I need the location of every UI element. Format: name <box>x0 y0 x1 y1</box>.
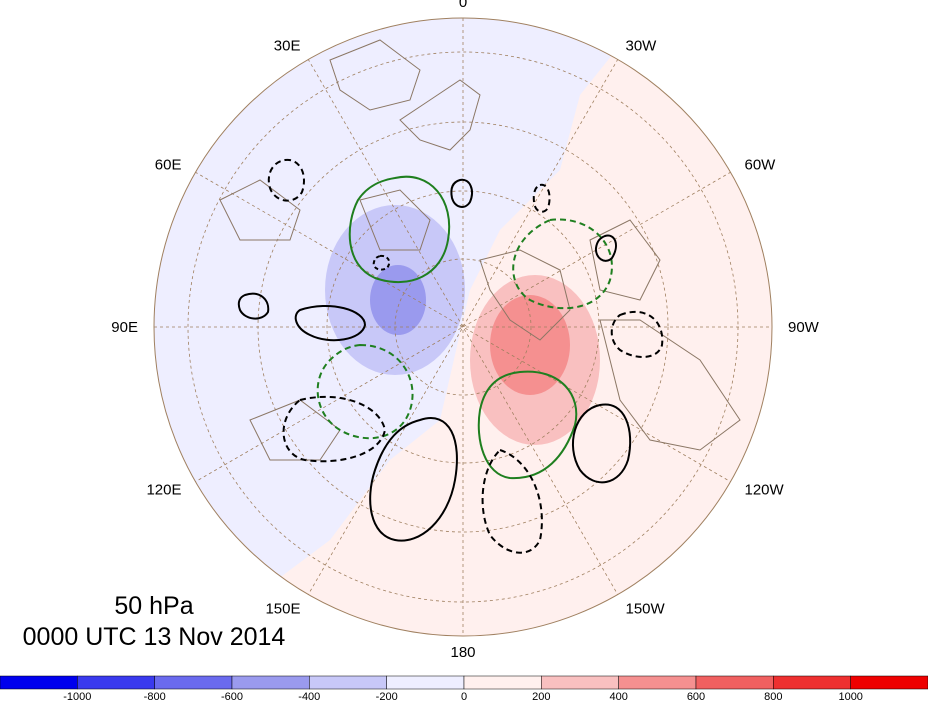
lon-120e-label: 120E <box>146 482 181 499</box>
lon-180-label: 180 <box>450 644 475 661</box>
green-dashed-contour-2 <box>316 343 414 440</box>
colorbar-tick-label: -1000 <box>63 691 91 702</box>
black-dashed-contour-1 <box>481 448 543 554</box>
colorbar-box <box>0 675 78 690</box>
black-solid-contour-4 <box>237 292 270 320</box>
colorbar-tick-label: -200 <box>376 691 398 702</box>
colorbar-box <box>386 675 465 690</box>
colorbar-tick-label: 200 <box>532 691 550 702</box>
black-solid-contour-3 <box>294 304 367 342</box>
colorbar-box <box>541 675 619 690</box>
colorbar: -1000 -800 -600 -400 -200 0 200 400 600 800 1000 <box>0 675 928 702</box>
lon-90w-label: 90W <box>788 319 820 336</box>
colorbar-tick-label: -400 <box>298 691 320 702</box>
colorbar-box <box>695 675 774 690</box>
black-dashed-contour-6 <box>372 254 391 271</box>
green-dashed-contour-1 <box>512 218 613 310</box>
colorbar-tick-label: 400 <box>610 691 628 702</box>
map-border <box>153 17 773 637</box>
pressure-level-label: 50 hPa <box>114 592 194 620</box>
polar-map: 0 30W 60W 90W 120W 150W 180 150E 120E 90E 60E 30E <box>111 0 819 661</box>
colorbar-box <box>231 675 310 690</box>
lon-90e-label: 90E <box>111 319 138 336</box>
colorbar-box <box>77 675 155 690</box>
lon-0-label: 0 <box>459 0 467 11</box>
black-solid-contour-6 <box>594 234 617 262</box>
contours <box>237 158 664 554</box>
colorbar-box <box>463 675 542 690</box>
colorbar-box <box>309 675 387 690</box>
colorbar-tick-label: -600 <box>221 691 243 702</box>
black-dashed-contour-5 <box>532 183 551 213</box>
lon-150w-label: 150W <box>626 601 666 618</box>
graticule <box>154 18 772 636</box>
green-solid-contour-2 <box>477 370 578 480</box>
colorbar-tick-label: 600 <box>687 691 705 702</box>
colorbar-box <box>850 675 928 690</box>
colorbar-ticks: -1000 -800 -600 -400 -200 0 200 400 600 800 1000 <box>63 691 863 702</box>
black-dashed-contour-4 <box>267 158 305 202</box>
colorbar-boxes <box>0 675 928 690</box>
colorbar-box <box>773 675 851 690</box>
colorbar-tick-label: 0 <box>461 691 467 702</box>
black-solid-contour-1 <box>369 417 458 542</box>
lon-60e-label: 60E <box>155 157 182 174</box>
black-dashed-contour-3 <box>610 310 664 358</box>
lon-30e-label: 30E <box>274 38 301 55</box>
blue-anomaly-inner <box>370 265 426 335</box>
valid-time-label: 0000 UTC 13 Nov 2014 <box>22 623 286 651</box>
colorbar-tick-label: -800 <box>144 691 166 702</box>
colorbar-box <box>618 675 697 690</box>
black-dashed-contour-2 <box>282 395 387 463</box>
black-solid-contour-2 <box>571 403 632 484</box>
green-solid-contour-1 <box>348 175 451 283</box>
lon-30w-label: 30W <box>626 38 658 55</box>
black-solid-contour-5 <box>450 178 473 208</box>
longitude-labels: 0 30W 60W 90W 120W 150W 180 150E 120E 90E 60E 30E <box>111 0 819 661</box>
coastlines <box>219 39 741 461</box>
colorbar-tick-label: 1000 <box>838 691 862 702</box>
colorbar-tick-label: 800 <box>764 691 782 702</box>
lon-150e-label: 150E <box>265 601 300 618</box>
lon-60w-label: 60W <box>745 157 777 174</box>
colorbar-box <box>154 675 233 690</box>
lon-120w-label: 120W <box>745 482 785 499</box>
